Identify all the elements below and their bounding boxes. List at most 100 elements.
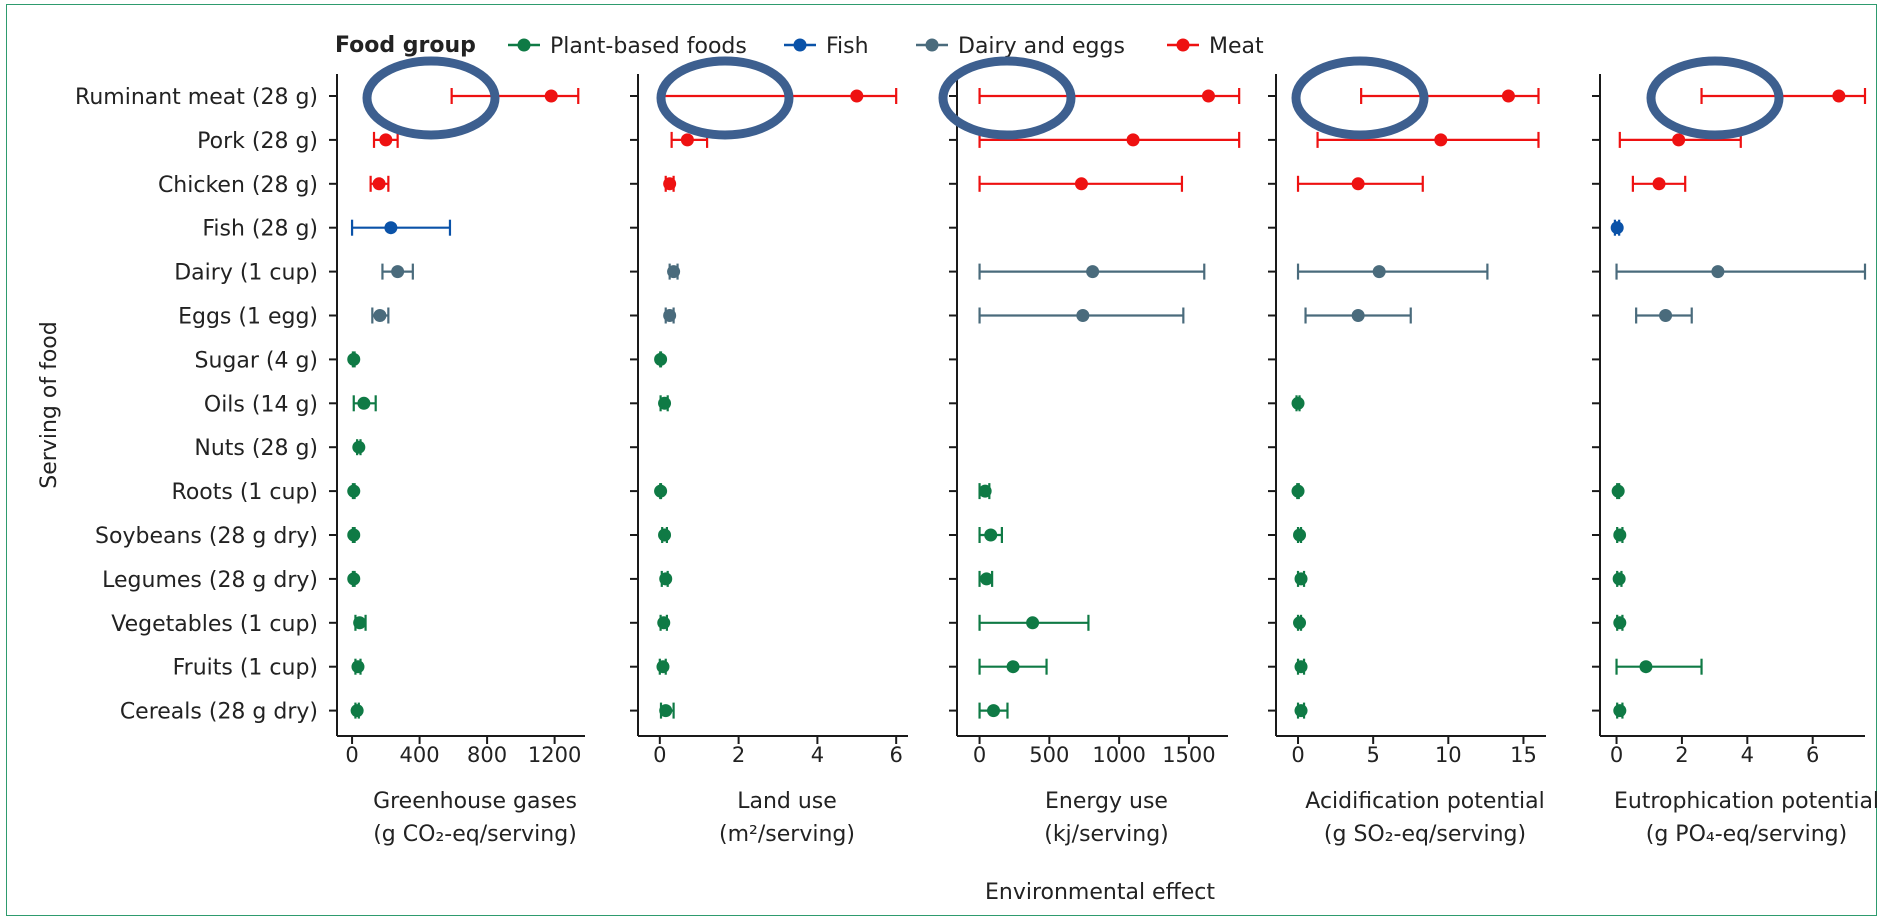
data-point (351, 658, 365, 675)
row-label: Pork (28 g) (197, 129, 318, 154)
data-point (1304, 307, 1412, 324)
data-point (350, 702, 364, 719)
mean-marker (350, 704, 364, 718)
row-label: Oils (14 g) (204, 392, 318, 417)
mean-marker (379, 133, 393, 147)
data-point (1631, 175, 1687, 192)
mean-marker (351, 660, 365, 674)
data-point (978, 88, 1241, 104)
mean-marker (1501, 89, 1515, 103)
mean-marker (1294, 660, 1308, 674)
mean-marker (1294, 704, 1308, 718)
data-point (347, 527, 361, 543)
x-tick-label: 500 (1029, 743, 1069, 767)
mean-marker (1126, 133, 1140, 147)
data-point (1613, 614, 1627, 631)
row-label: Vegetables (1 cup) (111, 612, 318, 637)
data-point (347, 483, 361, 500)
legend-item: Dairy and eggs (916, 34, 1125, 59)
mean-marker (347, 484, 361, 498)
mean-marker (657, 616, 671, 630)
mean-marker (1659, 309, 1673, 322)
data-point (352, 439, 366, 456)
panel-unit: (g CO₂-eq/serving) (373, 822, 577, 847)
highlight-ellipse (656, 56, 794, 140)
data-point (1611, 483, 1625, 500)
x-tick-label: 1500 (1162, 743, 1215, 767)
row-label: Nuts (28 g) (194, 436, 318, 461)
x-tick-label: 0 (973, 743, 986, 767)
data-point (978, 263, 1206, 280)
panel-unit: (kj/serving) (1044, 822, 1169, 847)
x-tick-label: 400 (400, 743, 440, 767)
x-tick-label: 0 (653, 743, 666, 767)
data-point (381, 263, 414, 280)
data-point (1293, 614, 1307, 631)
x-tick-label: 800 (467, 743, 507, 767)
data-point (372, 131, 399, 148)
mean-marker (1652, 177, 1666, 191)
mean-marker (1351, 177, 1365, 191)
data-point (658, 527, 672, 543)
legend-label: Meat (1209, 34, 1264, 59)
row-label: Sugar (4 g) (194, 348, 318, 373)
legend-title: Food group (335, 33, 476, 58)
data-point (1296, 175, 1424, 192)
legend-label: Plant-based foods (550, 34, 747, 59)
mean-marker (352, 440, 366, 454)
data-point (657, 614, 671, 631)
mean-marker (357, 396, 371, 410)
data-point (1316, 131, 1540, 148)
y-axis-title: Serving of food (37, 321, 62, 488)
data-point (978, 570, 994, 587)
panel-title: Eutrophication potential (1614, 789, 1879, 814)
data-point (1612, 570, 1626, 587)
mean-marker (659, 572, 673, 586)
mean-marker (1672, 133, 1686, 147)
mean-marker (663, 177, 677, 191)
mean-marker (850, 89, 864, 103)
data-point (450, 88, 580, 104)
panel-unit: (g PO₄-eq/serving) (1646, 822, 1847, 847)
panel-title: Greenhouse gases (373, 789, 577, 814)
x-tick-label: 4 (811, 743, 824, 767)
mean-marker (347, 572, 361, 586)
data-point (1291, 395, 1305, 412)
panel-unit: (g SO₂-eq/serving) (1324, 822, 1526, 847)
data-point (353, 614, 367, 631)
data-point (371, 307, 390, 324)
legend-marker (517, 38, 531, 52)
mean-marker (658, 396, 672, 410)
mean-marker (1291, 484, 1305, 498)
data-point (978, 483, 992, 500)
panel: 0 500 1000 1500 Energy use (kj/serving) (938, 56, 1241, 847)
legend-marker (925, 38, 939, 52)
legend-item: Meat (1167, 34, 1264, 59)
data-point (654, 483, 668, 500)
mean-marker (658, 528, 672, 542)
x-tick-label: 2 (1675, 743, 1688, 767)
x-tick-label: 6 (889, 743, 902, 767)
mean-marker (1612, 572, 1626, 586)
data-point (660, 88, 898, 104)
row-label: Soybeans (28 g dry) (95, 524, 318, 549)
panel: 0 400 800 1200 Greenhouse gases (g CO₂-eq/ser… (329, 56, 585, 847)
mean-marker (1610, 221, 1624, 235)
legend-label: Dairy and eggs (958, 34, 1125, 59)
legend-marker (1176, 38, 1190, 52)
mean-marker (980, 572, 994, 586)
mean-marker (1293, 616, 1307, 630)
mean-marker (1434, 133, 1448, 147)
mean-marker (347, 352, 361, 366)
row-label: Roots (1 cup) (172, 480, 318, 505)
mean-marker (663, 309, 677, 322)
data-point (978, 307, 1185, 324)
data-point (1610, 219, 1624, 236)
mean-marker (659, 704, 673, 718)
highlight-ellipse (938, 56, 1076, 140)
data-point (659, 570, 673, 587)
data-point (1296, 263, 1489, 280)
mean-marker (656, 660, 670, 674)
mean-marker (1613, 528, 1627, 542)
row-label: Fish (28 g) (202, 217, 318, 242)
